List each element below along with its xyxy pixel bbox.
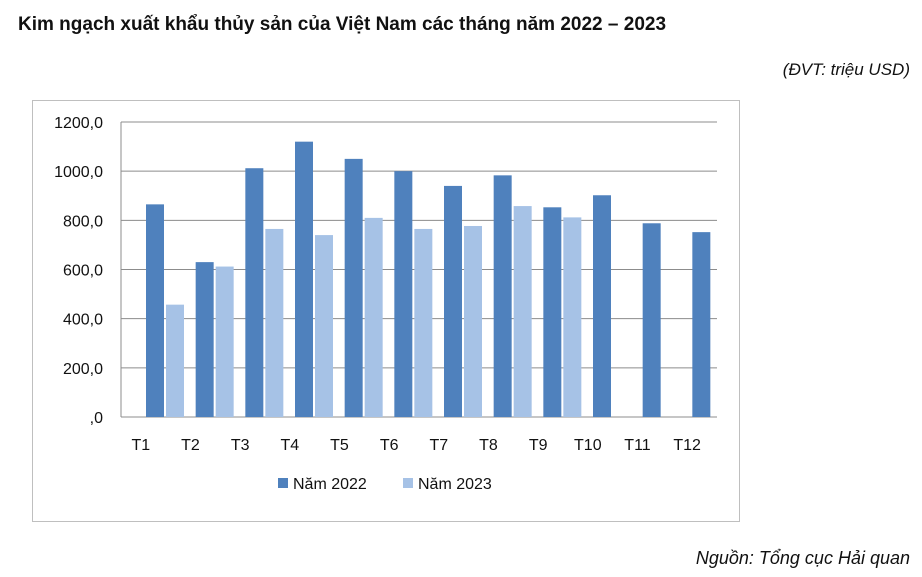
bar-2022-t5 <box>344 158 363 417</box>
bar-2023-t3 <box>265 228 284 417</box>
bar-2022-t12 <box>692 232 711 417</box>
bar-2023-t1 <box>166 304 184 417</box>
x-tick-label: T8 <box>479 437 498 454</box>
source-note: Nguồn: Tổng cục Hải quan <box>695 548 910 568</box>
bar-2023-t8 <box>513 206 532 417</box>
y-tick-label: 400,0 <box>63 312 103 329</box>
y-tick-label: ,0 <box>90 410 103 427</box>
bar-2022-t6 <box>394 171 413 417</box>
x-tick-label: T10 <box>574 437 602 454</box>
x-tick-label: T6 <box>380 437 399 454</box>
bar-2022-t9 <box>543 207 562 417</box>
y-tick-label: 1000,0 <box>54 164 103 181</box>
x-tick-label: T2 <box>181 437 200 454</box>
chart-title: Kim ngạch xuất khẩu thủy sản của Việt Na… <box>18 14 667 35</box>
y-tick-label: 800,0 <box>63 213 103 230</box>
legend-swatch <box>403 478 413 488</box>
x-tick-label: T11 <box>624 437 650 454</box>
x-tick-label: T7 <box>429 437 448 454</box>
bar-2022-t11 <box>642 223 661 417</box>
x-tick-label: T9 <box>529 437 548 454</box>
bar-2022-t1 <box>146 204 164 417</box>
y-tick-label: 1200,0 <box>54 115 103 132</box>
bar-2023-t9 <box>563 217 582 417</box>
bar-2023-t5 <box>364 217 383 417</box>
bar-2022-t3 <box>245 168 264 417</box>
legend-label: Năm 2023 <box>418 476 492 493</box>
x-tick-label: T4 <box>280 437 299 454</box>
x-tick-label: T5 <box>330 437 349 454</box>
x-tick-label: T12 <box>673 437 701 454</box>
legend-label: Năm 2022 <box>293 476 367 493</box>
bar-2022-t10 <box>593 195 611 417</box>
bar-2022-t7 <box>444 185 462 417</box>
bar-2022-t4 <box>295 141 313 417</box>
y-tick-label: 200,0 <box>63 361 103 378</box>
bar-2023-t4 <box>315 235 333 417</box>
bar-2022-t2 <box>195 262 214 417</box>
y-tick-label: 600,0 <box>63 263 103 280</box>
unit-label: (ĐVT: triệu USD) <box>782 60 910 79</box>
legend-swatch <box>278 478 288 488</box>
bar-2022-t8 <box>493 175 512 417</box>
bar-2023-t2 <box>215 266 234 417</box>
x-tick-label: T1 <box>131 437 150 454</box>
x-tick-label: T3 <box>231 437 250 454</box>
bar-2023-t6 <box>414 228 433 417</box>
bar-2023-t7 <box>464 225 482 417</box>
